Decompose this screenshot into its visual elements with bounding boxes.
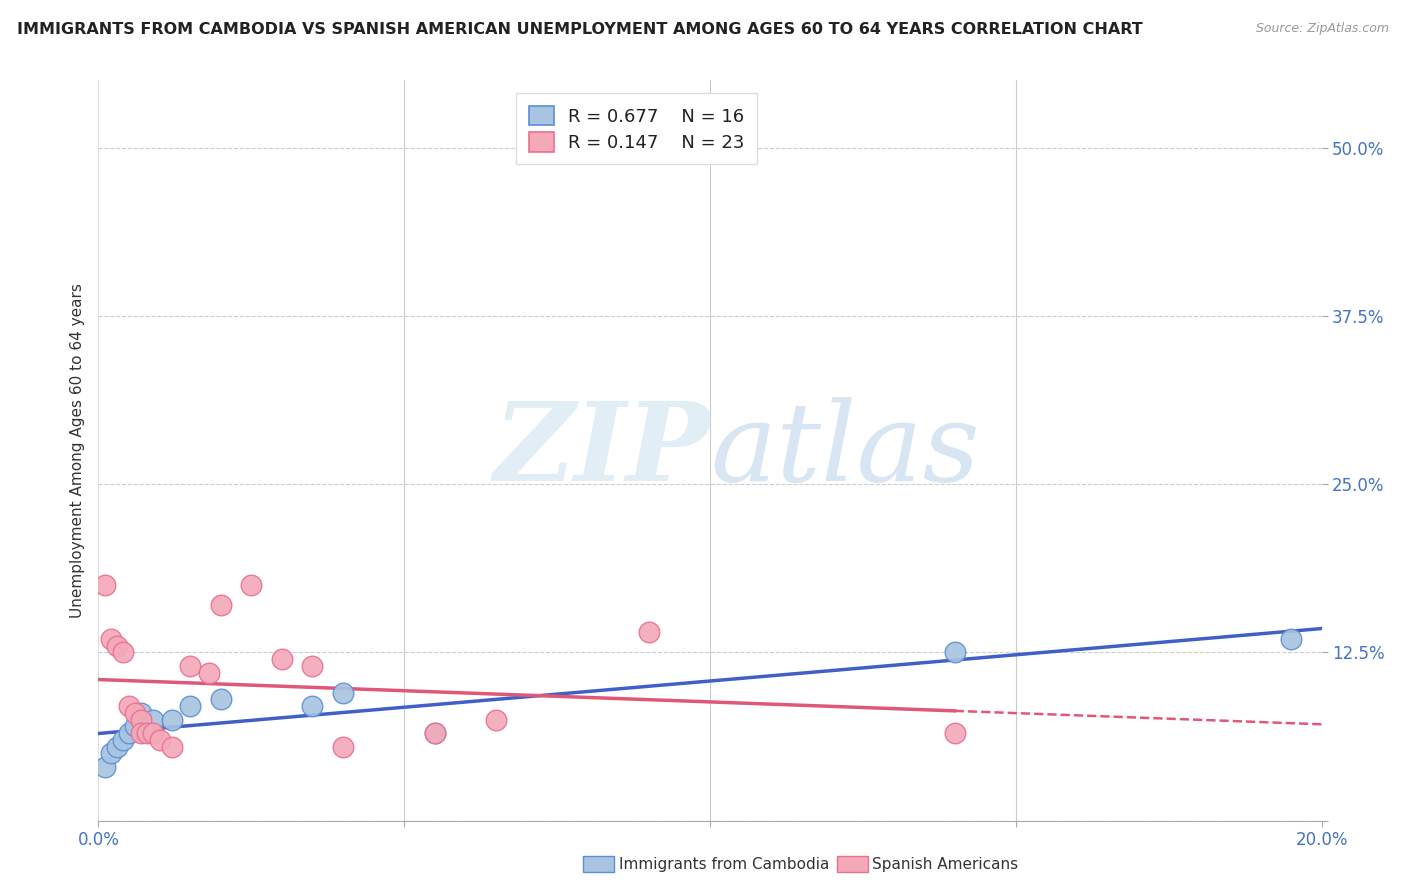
Point bbox=[270, 652, 292, 666]
Point bbox=[93, 578, 115, 592]
Point bbox=[129, 726, 152, 740]
Point bbox=[111, 732, 134, 747]
Point bbox=[160, 713, 183, 727]
Point bbox=[124, 706, 146, 720]
Text: Immigrants from Cambodia: Immigrants from Cambodia bbox=[619, 857, 830, 871]
Text: Spanish Americans: Spanish Americans bbox=[872, 857, 1018, 871]
Point bbox=[423, 726, 446, 740]
Point bbox=[209, 692, 232, 706]
Point bbox=[209, 599, 232, 613]
Text: Source: ZipAtlas.com: Source: ZipAtlas.com bbox=[1256, 22, 1389, 36]
Point bbox=[943, 645, 966, 659]
Point bbox=[105, 639, 128, 653]
Point bbox=[142, 713, 165, 727]
Point bbox=[179, 699, 201, 714]
Point bbox=[301, 699, 323, 714]
Point bbox=[301, 658, 323, 673]
Point bbox=[124, 719, 146, 733]
Point bbox=[240, 578, 263, 592]
Y-axis label: Unemployment Among Ages 60 to 64 years: Unemployment Among Ages 60 to 64 years bbox=[69, 283, 84, 618]
Text: atlas: atlas bbox=[710, 397, 980, 504]
Point bbox=[179, 658, 201, 673]
Point bbox=[423, 726, 446, 740]
Point bbox=[1279, 632, 1302, 646]
Text: ZIP: ZIP bbox=[494, 397, 710, 504]
Point bbox=[100, 632, 122, 646]
Point bbox=[160, 739, 183, 754]
Point bbox=[197, 665, 219, 680]
Legend: R = 0.677    N = 16, R = 0.147    N = 23: R = 0.677 N = 16, R = 0.147 N = 23 bbox=[516, 93, 758, 164]
Point bbox=[100, 747, 122, 761]
Text: IMMIGRANTS FROM CAMBODIA VS SPANISH AMERICAN UNEMPLOYMENT AMONG AGES 60 TO 64 YE: IMMIGRANTS FROM CAMBODIA VS SPANISH AMER… bbox=[17, 22, 1143, 37]
Point bbox=[332, 686, 354, 700]
Point bbox=[136, 726, 159, 740]
Point bbox=[105, 739, 128, 754]
Point bbox=[142, 726, 165, 740]
Point bbox=[93, 760, 115, 774]
Point bbox=[485, 713, 508, 727]
Point bbox=[111, 645, 134, 659]
Point bbox=[943, 726, 966, 740]
Point bbox=[332, 739, 354, 754]
Point bbox=[129, 713, 152, 727]
Point bbox=[637, 625, 661, 640]
Point bbox=[118, 699, 141, 714]
Point bbox=[149, 732, 172, 747]
Point bbox=[118, 726, 141, 740]
Point bbox=[129, 706, 152, 720]
